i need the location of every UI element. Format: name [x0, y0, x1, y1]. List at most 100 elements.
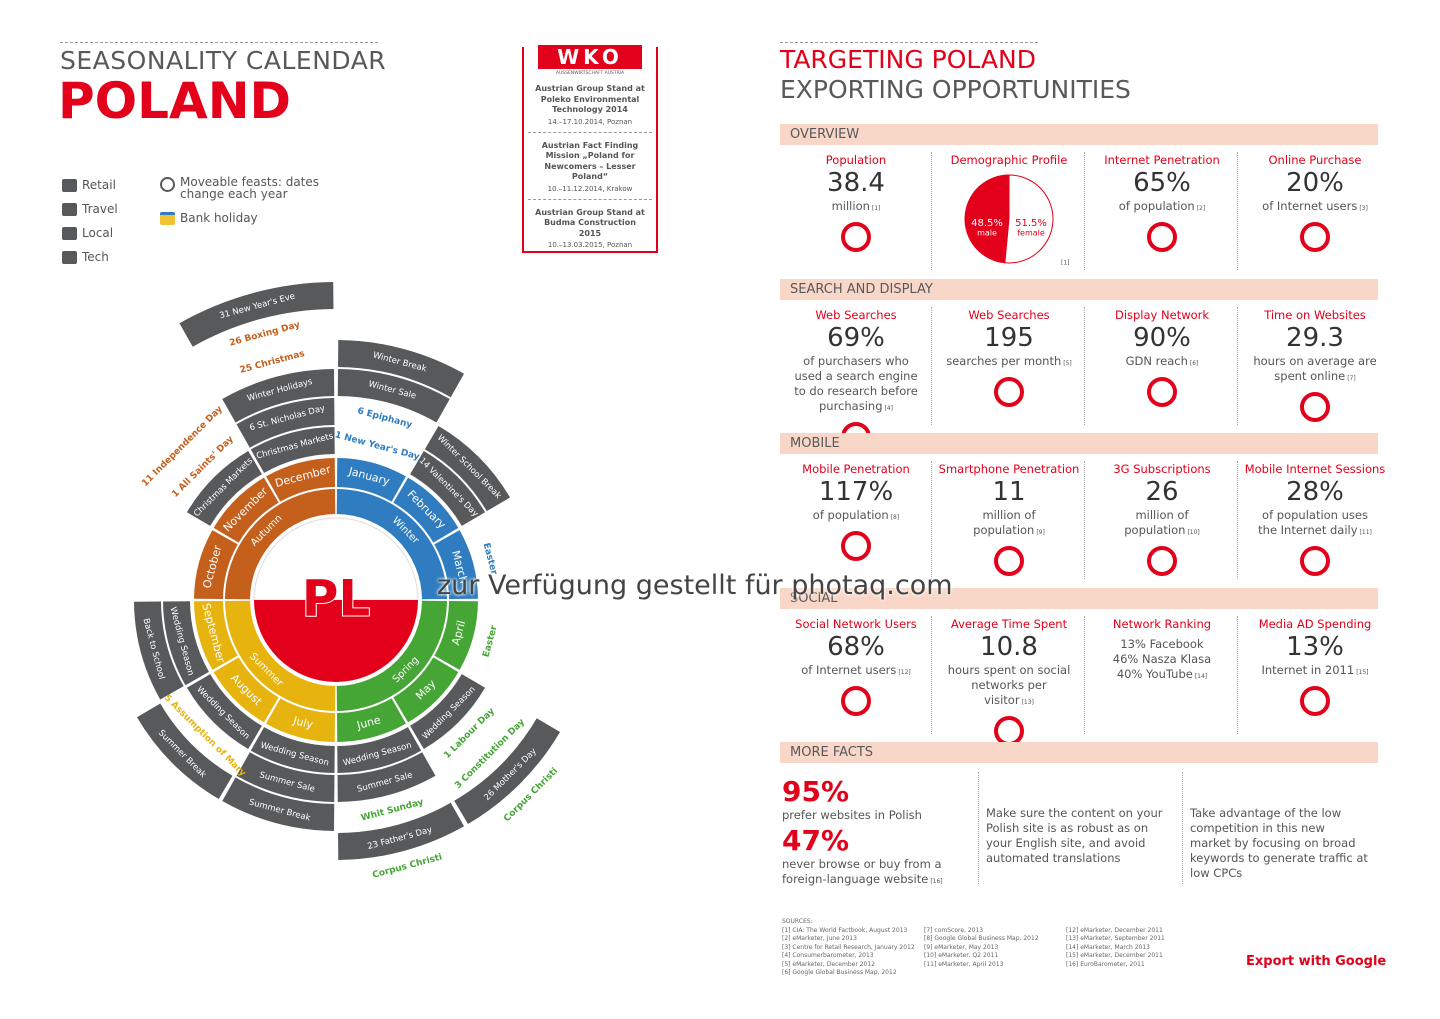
source-item: [12] eMarketer, December 2011 [1066, 926, 1163, 934]
calendar-center: PL [302, 570, 371, 628]
event-band [236, 752, 335, 802]
fact-text-body: never browse or buy from a foreign-langu… [782, 857, 942, 886]
icon-shape [994, 716, 1024, 746]
stat-desc-text: hours on average are spent online [1253, 354, 1377, 383]
icon [62, 227, 77, 240]
stat-value: 65% [1133, 168, 1191, 198]
icon [1147, 546, 1177, 576]
section-header: SEARCH AND DISPLAY [780, 279, 1378, 300]
stat-value: 90% [1133, 323, 1191, 353]
legend-item: Retail [62, 178, 116, 192]
icon-shape [1147, 377, 1177, 407]
icon-shape [1147, 222, 1177, 252]
divider [1182, 772, 1183, 884]
month-label: July [291, 714, 315, 732]
icon-shape [841, 686, 871, 716]
event-band [186, 674, 262, 750]
event-band [236, 398, 335, 448]
wko-event-date: 10.–13.03.2015, Poznan [547, 241, 633, 249]
stat-value: 26 [1145, 477, 1179, 507]
icon-shape [1300, 686, 1330, 716]
icon [1147, 377, 1177, 407]
source-item: [6] Google Global Business Map, 2012 [782, 969, 897, 976]
fact-tip: Make sure the content on your Polish sit… [986, 806, 1163, 865]
icon [1300, 392, 1330, 422]
season-ring [336, 489, 447, 600]
month-segment [213, 657, 279, 723]
footnote: [5] [1063, 360, 1072, 367]
sources-title: SOURCES: [782, 918, 813, 925]
stat-value: 195 [984, 323, 1034, 353]
legend-label: Local [82, 226, 114, 240]
watermark: zur Verfügung gestellt für photaq.com [437, 570, 953, 601]
legend-label: Travel [82, 202, 118, 216]
source-item: [10] eMarketer, Q2 2011 [924, 952, 999, 959]
left-rule [60, 42, 378, 43]
month-segment [434, 530, 478, 600]
season-ring [225, 600, 336, 711]
month-segment [393, 657, 459, 723]
event-band [410, 450, 486, 526]
stat-desc: hours spent on social networks per visit… [935, 663, 1083, 710]
footnote: [12] [898, 669, 911, 676]
source-item: [9] eMarketer, May 2013 [924, 943, 999, 951]
icon [841, 686, 871, 716]
wko-event-name: Austrian Group Stand at Budma Constructi… [535, 207, 645, 238]
holiday-label: Easter [482, 624, 500, 658]
legend-label: Moveable feasts: dates change each year [180, 175, 320, 201]
source-item: [7] comScore, 2013 [924, 926, 984, 934]
source-item: [8] Google Global Business Map, 2012 [924, 935, 1039, 942]
icon-shape [1147, 546, 1177, 576]
pie-slice [1004, 174, 1054, 264]
sources-column: SOURCES: [1] CIA: The World Factbook, Aug… [782, 918, 915, 978]
stat-label: Network Ranking [1112, 617, 1212, 631]
legend-item: Tech [62, 250, 109, 264]
icon-shape [841, 531, 871, 561]
stat-desc: hours on average are spent online [7] [1241, 354, 1389, 386]
stat-value: 38.4 [827, 168, 885, 198]
source-item: [15] eMarketer, December 2011 [1066, 952, 1163, 959]
source-item: [13] eMarketer, September 2011 [1066, 935, 1165, 942]
stat-desc: million of population [9] [935, 508, 1083, 540]
pie-name-label: female [1017, 229, 1045, 238]
holiday-label: 1 New Year's Day [334, 430, 421, 462]
footnote: [11] [1359, 529, 1372, 536]
icon [62, 179, 77, 192]
footnote: [9] [1036, 529, 1045, 536]
footnote: [2] [1196, 205, 1206, 212]
stat-value: 68% [827, 632, 885, 662]
legend-label: Tech [82, 250, 109, 264]
wko-event-name: Austrian Fact Finding Mission „Poland fo… [541, 140, 639, 182]
stat-desc-text: GDN reach [1125, 354, 1188, 368]
stat-desc-text: of Internet users [1262, 199, 1358, 213]
wko-event-date: 10.–11.12.2014, Krakow [547, 184, 633, 193]
stat-label: Mobile Internet Sessions [1244, 462, 1386, 476]
stat-value: 20% [1286, 168, 1344, 198]
stat-value: 10.8 [980, 632, 1038, 662]
stat-desc: Internet in 2011 [15] [1241, 663, 1389, 680]
stat-label: Internet Penetration [1104, 153, 1220, 167]
icon [994, 377, 1024, 407]
fact-tip: Take advantage of the low competition in… [1190, 806, 1368, 880]
icon [1147, 222, 1177, 252]
wko-event: Austrian Fact Finding Mission „Poland fo… [528, 131, 652, 199]
divider [1084, 461, 1085, 579]
stat-desc: million of population [10] [1088, 508, 1236, 540]
month-segment [336, 698, 406, 742]
source-item: [2] eMarketer, June 2013 [782, 935, 857, 942]
stat-desc-text: of population [1118, 199, 1195, 213]
icon [160, 177, 175, 192]
footer: Export with Google [1246, 954, 1387, 969]
footnote: [13] [1021, 699, 1034, 706]
stat-value: 28% [1286, 477, 1344, 507]
sources-column: [7] comScore, 2013 [8] Google Global Busi… [924, 918, 1039, 969]
icon [1300, 222, 1330, 252]
stat-label: Population [825, 153, 887, 167]
stat-desc: GDN reach [6] [1088, 354, 1236, 371]
wko-logo: WKO [538, 45, 642, 69]
stat-desc-text: hours spent on social networks per visit… [947, 663, 1071, 707]
season-ring [336, 600, 447, 711]
event-band [222, 777, 335, 831]
